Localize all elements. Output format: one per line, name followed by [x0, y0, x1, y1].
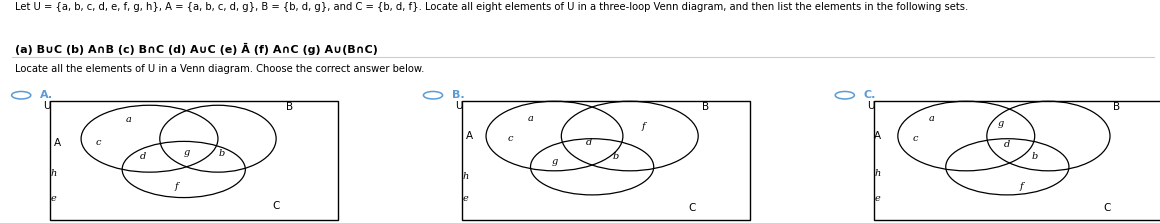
Text: a: a	[929, 114, 935, 123]
Text: C: C	[273, 201, 280, 211]
Text: e: e	[875, 194, 880, 203]
Text: f: f	[1020, 182, 1023, 191]
Text: h: h	[463, 172, 469, 181]
FancyBboxPatch shape	[50, 101, 338, 220]
Text: a: a	[126, 116, 132, 124]
Text: (a) B∪C (b) A∩B (c) B∩C (d) A∪C (e) Ā (f) A∩C (g) A∪(B∩C): (a) B∪C (b) A∩B (c) B∩C (d) A∪C (e) Ā (f…	[15, 43, 378, 55]
Text: f: f	[641, 122, 645, 131]
Text: c: c	[95, 138, 101, 147]
Text: b: b	[1031, 152, 1038, 161]
Text: U: U	[867, 101, 875, 111]
Text: C: C	[1103, 203, 1110, 213]
Text: c: c	[507, 134, 513, 143]
Text: g: g	[551, 157, 558, 166]
Text: Locate all the elements of U in a Venn diagram. Choose the correct answer below.: Locate all the elements of U in a Venn d…	[15, 64, 425, 74]
FancyBboxPatch shape	[873, 101, 1160, 220]
Text: e: e	[463, 194, 469, 203]
Text: f: f	[175, 182, 179, 191]
Text: A: A	[873, 131, 880, 141]
Text: A: A	[53, 138, 60, 148]
Text: A.: A.	[39, 90, 53, 100]
Text: b: b	[612, 152, 619, 161]
Text: B: B	[1114, 102, 1121, 112]
Text: h: h	[51, 169, 57, 178]
Text: U: U	[455, 101, 463, 111]
Text: U: U	[43, 101, 51, 111]
Text: B: B	[287, 102, 293, 112]
Text: B: B	[702, 102, 709, 112]
Text: d: d	[586, 138, 592, 147]
Text: C.: C.	[863, 90, 876, 100]
Text: g: g	[998, 120, 1003, 128]
Text: h: h	[875, 169, 880, 178]
Text: c: c	[912, 134, 918, 143]
Text: d: d	[1005, 140, 1010, 149]
Text: b: b	[218, 149, 225, 158]
FancyBboxPatch shape	[462, 101, 749, 220]
Text: e: e	[51, 194, 57, 203]
Text: d: d	[139, 152, 146, 161]
Text: Let U = {a, b, c, d, e, f, g, h}, A = {a, b, c, d, g}, B = {b, d, g}, and C = {b: Let U = {a, b, c, d, e, f, g, h}, A = {a…	[15, 2, 969, 12]
Text: C: C	[688, 203, 695, 213]
Text: A: A	[465, 131, 472, 141]
Text: a: a	[528, 114, 534, 123]
Text: B.: B.	[452, 90, 464, 100]
Text: g: g	[184, 148, 190, 157]
